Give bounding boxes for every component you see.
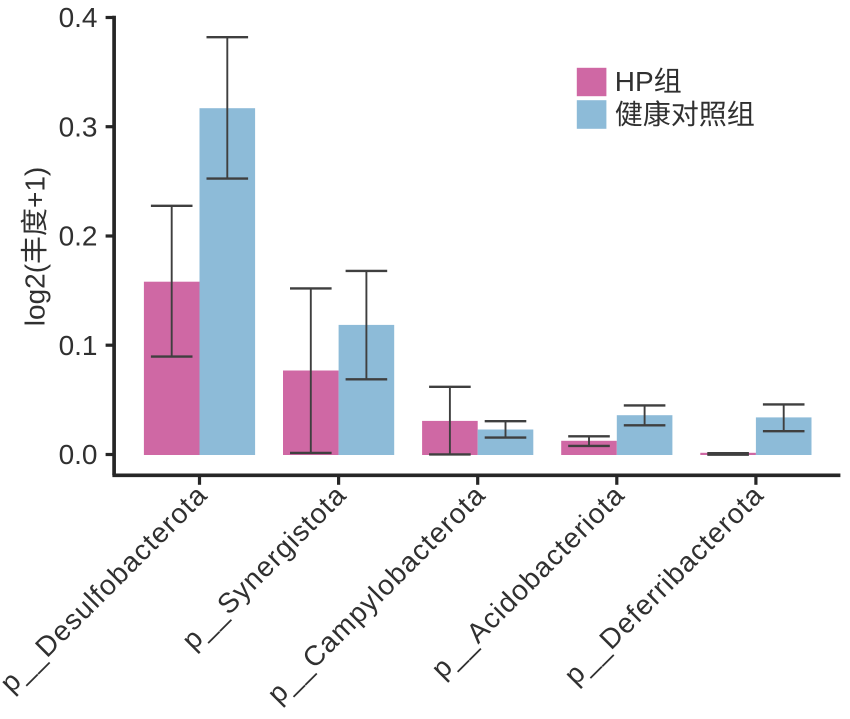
svg-text:0.3: 0.3 — [59, 111, 98, 142]
svg-text:0.1: 0.1 — [59, 330, 98, 361]
svg-text:0.4: 0.4 — [59, 2, 98, 33]
svg-text:0.2: 0.2 — [59, 221, 98, 252]
svg-text:HP: HP — [615, 66, 654, 97]
svg-text:0.0: 0.0 — [59, 439, 98, 470]
svg-text:+1): +1) — [19, 167, 50, 208]
svg-text:log2(: log2( — [19, 263, 50, 326]
